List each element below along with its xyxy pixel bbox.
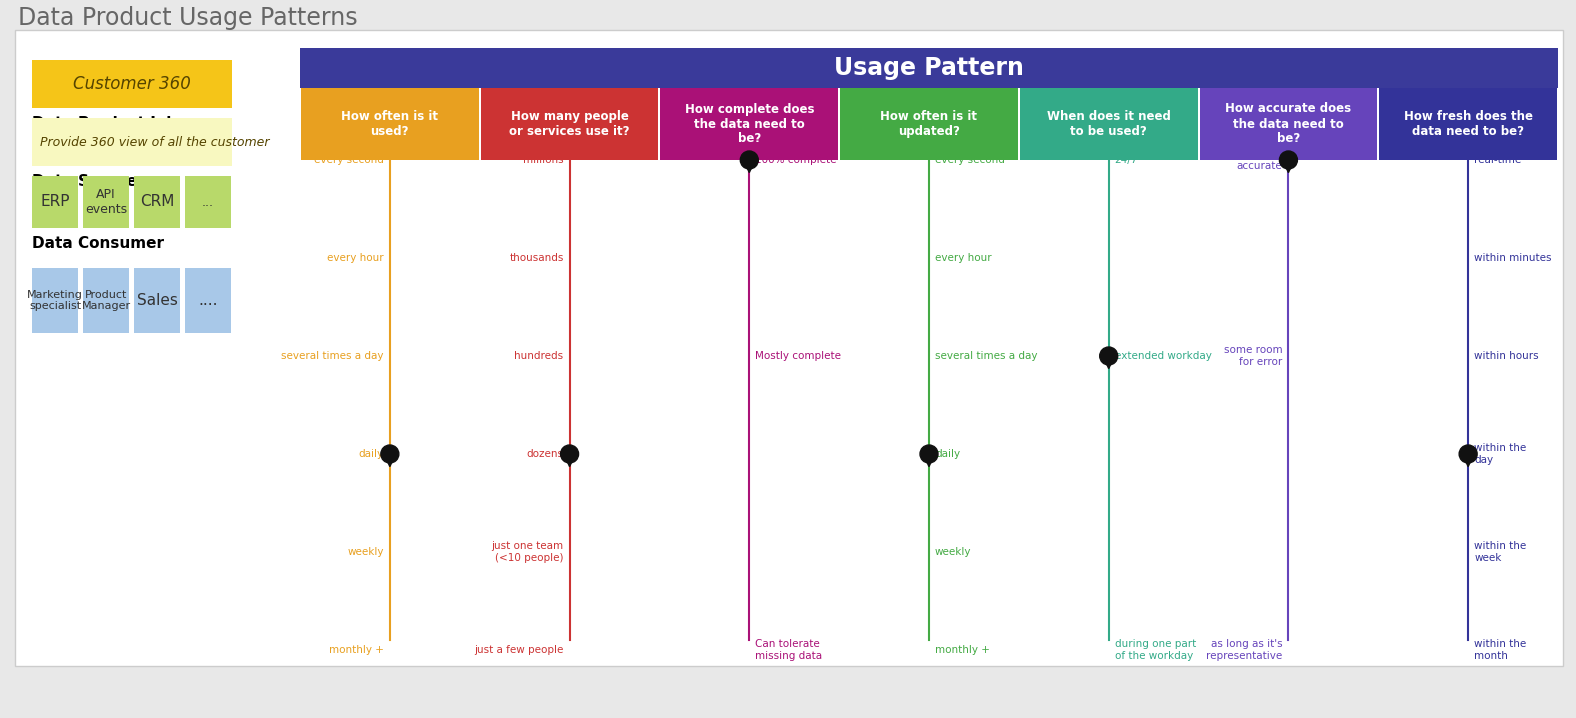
FancyBboxPatch shape	[32, 176, 77, 228]
FancyBboxPatch shape	[184, 176, 232, 228]
Text: every second: every second	[935, 155, 1005, 165]
Text: every second: every second	[314, 155, 385, 165]
FancyBboxPatch shape	[84, 176, 129, 228]
Text: weekly: weekly	[935, 547, 971, 557]
Text: How fresh does the
data need to be?: How fresh does the data need to be?	[1404, 110, 1532, 138]
Text: Customer 360: Customer 360	[72, 75, 191, 93]
Circle shape	[561, 445, 578, 463]
FancyBboxPatch shape	[32, 118, 232, 166]
Text: When does it need
to be used?: When does it need to be used?	[1046, 110, 1171, 138]
Text: ....: ....	[199, 293, 217, 308]
Text: within minutes: within minutes	[1474, 253, 1552, 263]
Text: Marketing
specialist: Marketing specialist	[27, 289, 84, 312]
FancyBboxPatch shape	[301, 88, 479, 160]
Text: API
events: API events	[85, 188, 128, 216]
Text: just a few people: just a few people	[474, 645, 564, 655]
Polygon shape	[385, 456, 396, 467]
Polygon shape	[924, 456, 935, 467]
Text: CRM: CRM	[140, 195, 175, 210]
Text: within the
week: within the week	[1474, 541, 1527, 563]
Text: hundreds: hundreds	[514, 351, 564, 361]
Text: real-time: real-time	[1474, 155, 1521, 165]
FancyBboxPatch shape	[660, 88, 838, 160]
FancyBboxPatch shape	[481, 88, 659, 160]
Text: weekly: weekly	[347, 547, 385, 557]
Polygon shape	[564, 456, 575, 467]
Text: dozens: dozens	[526, 449, 564, 459]
Text: monthly +: monthly +	[329, 645, 385, 655]
Text: How accurate does
the data need to
be?: How accurate does the data need to be?	[1226, 103, 1352, 146]
FancyBboxPatch shape	[16, 30, 1563, 666]
Text: Mostly complete: Mostly complete	[755, 351, 842, 361]
Text: Can tolerate
missing data: Can tolerate missing data	[755, 639, 823, 661]
FancyBboxPatch shape	[299, 48, 1559, 88]
Text: Usage Pattern: Usage Pattern	[834, 56, 1024, 80]
Text: several times a day: several times a day	[282, 351, 385, 361]
Text: Data Product Job:: Data Product Job:	[32, 116, 183, 131]
FancyBboxPatch shape	[32, 268, 77, 333]
Text: monthly +: monthly +	[935, 645, 990, 655]
Text: 24/7: 24/7	[1114, 155, 1138, 165]
Text: ERP: ERP	[41, 195, 69, 210]
Text: as long as it's
representative: as long as it's representative	[1206, 639, 1283, 661]
FancyBboxPatch shape	[184, 268, 232, 333]
Text: Sales: Sales	[137, 293, 178, 308]
Circle shape	[920, 445, 938, 463]
FancyBboxPatch shape	[1020, 88, 1198, 160]
Text: thousands: thousands	[509, 253, 564, 263]
FancyBboxPatch shape	[32, 60, 232, 108]
Text: millions: millions	[523, 155, 564, 165]
Text: within the
day: within the day	[1474, 443, 1527, 465]
Circle shape	[1280, 151, 1297, 169]
Text: extended workday: extended workday	[1114, 351, 1212, 361]
Text: Product
Manager: Product Manager	[82, 289, 131, 312]
Text: every hour: every hour	[935, 253, 991, 263]
Text: How many people
or services use it?: How many people or services use it?	[509, 110, 630, 138]
Text: Provide 360 view of all the customer: Provide 360 view of all the customer	[39, 136, 269, 149]
Text: daily: daily	[935, 449, 960, 459]
Circle shape	[1459, 445, 1477, 463]
Text: within the
month: within the month	[1474, 639, 1527, 661]
Text: How often is it
used?: How often is it used?	[342, 110, 438, 138]
Text: daily: daily	[359, 449, 385, 459]
FancyBboxPatch shape	[1199, 88, 1377, 160]
Text: every hour: every hour	[328, 253, 385, 263]
Polygon shape	[744, 162, 755, 172]
Text: perfectly
accurate: perfectly accurate	[1236, 149, 1283, 171]
Text: within hours: within hours	[1474, 351, 1538, 361]
Text: How often is it
updated?: How often is it updated?	[881, 110, 977, 138]
Text: during one part
of the workday: during one part of the workday	[1114, 639, 1196, 661]
FancyBboxPatch shape	[1379, 88, 1557, 160]
Polygon shape	[1283, 162, 1294, 172]
FancyBboxPatch shape	[84, 268, 129, 333]
Circle shape	[381, 445, 399, 463]
FancyBboxPatch shape	[134, 268, 180, 333]
Text: Data Consumer: Data Consumer	[32, 236, 164, 251]
Polygon shape	[1463, 456, 1474, 467]
Text: Data Product Usage Patterns: Data Product Usage Patterns	[17, 6, 358, 30]
Polygon shape	[1103, 358, 1114, 368]
Circle shape	[1100, 347, 1117, 365]
Text: Data Sources: Data Sources	[32, 174, 147, 189]
Text: just one team
(<10 people): just one team (<10 people)	[492, 541, 564, 563]
FancyBboxPatch shape	[134, 176, 180, 228]
Text: 100% complete: 100% complete	[755, 155, 837, 165]
FancyBboxPatch shape	[840, 88, 1018, 160]
Text: several times a day: several times a day	[935, 351, 1037, 361]
Circle shape	[741, 151, 758, 169]
Text: How complete does
the data need to
be?: How complete does the data need to be?	[684, 103, 815, 146]
Text: some room
for error: some room for error	[1225, 345, 1283, 367]
Text: Data Product Name:: Data Product Name:	[32, 60, 206, 75]
Text: ...: ...	[202, 195, 214, 208]
